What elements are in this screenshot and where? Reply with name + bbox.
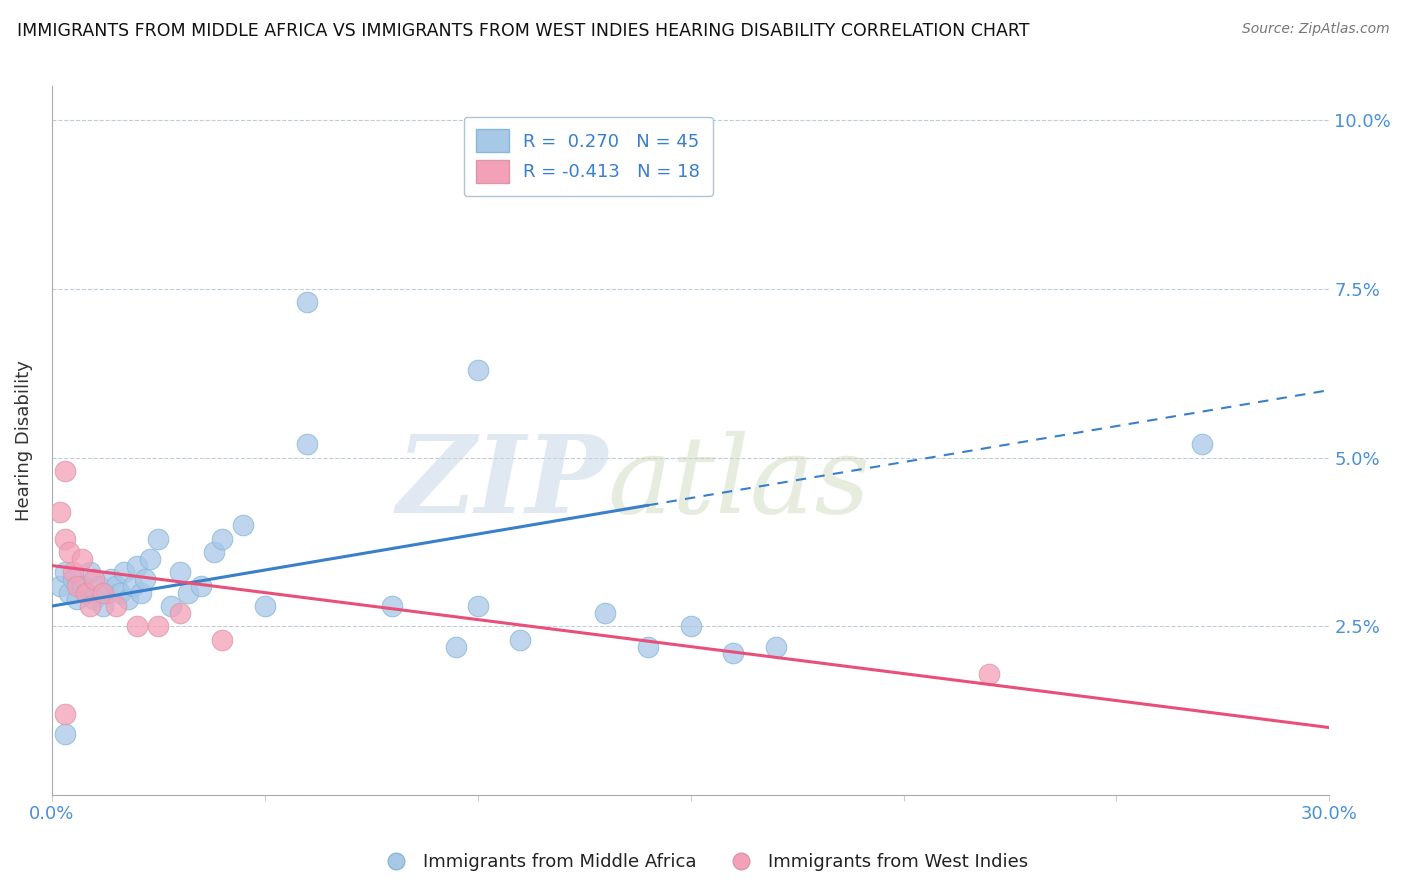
Point bbox=[134, 572, 156, 586]
Point bbox=[202, 545, 225, 559]
Point bbox=[87, 579, 110, 593]
Point bbox=[467, 599, 489, 613]
Point bbox=[129, 585, 152, 599]
Point bbox=[190, 579, 212, 593]
Point bbox=[297, 295, 319, 310]
Point bbox=[53, 532, 76, 546]
Point bbox=[83, 572, 105, 586]
Text: atlas: atlas bbox=[607, 431, 870, 536]
Point bbox=[232, 518, 254, 533]
Point bbox=[381, 599, 404, 613]
Point bbox=[467, 363, 489, 377]
Point bbox=[62, 566, 84, 580]
Point bbox=[70, 551, 93, 566]
Point bbox=[148, 619, 170, 633]
Point bbox=[66, 579, 89, 593]
Point bbox=[91, 585, 114, 599]
Point bbox=[49, 505, 72, 519]
Point bbox=[70, 579, 93, 593]
Point bbox=[125, 558, 148, 573]
Point bbox=[104, 579, 127, 593]
Y-axis label: Hearing Disability: Hearing Disability bbox=[15, 360, 32, 521]
Point bbox=[211, 532, 233, 546]
Point bbox=[112, 566, 135, 580]
Point bbox=[509, 632, 531, 647]
Point bbox=[125, 619, 148, 633]
Point bbox=[83, 592, 105, 607]
Point bbox=[79, 566, 101, 580]
Point bbox=[58, 545, 80, 559]
Point bbox=[53, 464, 76, 478]
Point bbox=[75, 585, 97, 599]
Point bbox=[117, 592, 139, 607]
Point bbox=[169, 566, 191, 580]
Point bbox=[53, 566, 76, 580]
Point bbox=[297, 437, 319, 451]
Point bbox=[446, 640, 468, 654]
Point bbox=[91, 599, 114, 613]
Point bbox=[96, 585, 118, 599]
Point bbox=[977, 666, 1000, 681]
Point bbox=[721, 646, 744, 660]
Point bbox=[53, 727, 76, 741]
Point bbox=[79, 599, 101, 613]
Point bbox=[177, 585, 200, 599]
Point bbox=[58, 585, 80, 599]
Text: Source: ZipAtlas.com: Source: ZipAtlas.com bbox=[1241, 22, 1389, 37]
Point bbox=[1191, 437, 1213, 451]
Point bbox=[169, 606, 191, 620]
Point bbox=[138, 551, 160, 566]
Point bbox=[253, 599, 276, 613]
Point bbox=[75, 585, 97, 599]
Legend: Immigrants from Middle Africa, Immigrants from West Indies: Immigrants from Middle Africa, Immigrant… bbox=[370, 847, 1036, 879]
Point bbox=[121, 579, 143, 593]
Point bbox=[62, 572, 84, 586]
Point bbox=[104, 599, 127, 613]
Point bbox=[66, 592, 89, 607]
Point bbox=[765, 640, 787, 654]
Point bbox=[53, 707, 76, 722]
Point bbox=[595, 606, 617, 620]
Text: IMMIGRANTS FROM MIDDLE AFRICA VS IMMIGRANTS FROM WEST INDIES HEARING DISABILITY : IMMIGRANTS FROM MIDDLE AFRICA VS IMMIGRA… bbox=[17, 22, 1029, 40]
Point bbox=[637, 640, 659, 654]
Point bbox=[211, 632, 233, 647]
Point bbox=[108, 585, 131, 599]
Point bbox=[100, 572, 122, 586]
Point bbox=[160, 599, 183, 613]
Point bbox=[49, 579, 72, 593]
Point bbox=[679, 619, 702, 633]
Legend: R =  0.270   N = 45, R = -0.413   N = 18: R = 0.270 N = 45, R = -0.413 N = 18 bbox=[464, 117, 713, 195]
Point bbox=[148, 532, 170, 546]
Text: ZIP: ZIP bbox=[396, 430, 607, 536]
